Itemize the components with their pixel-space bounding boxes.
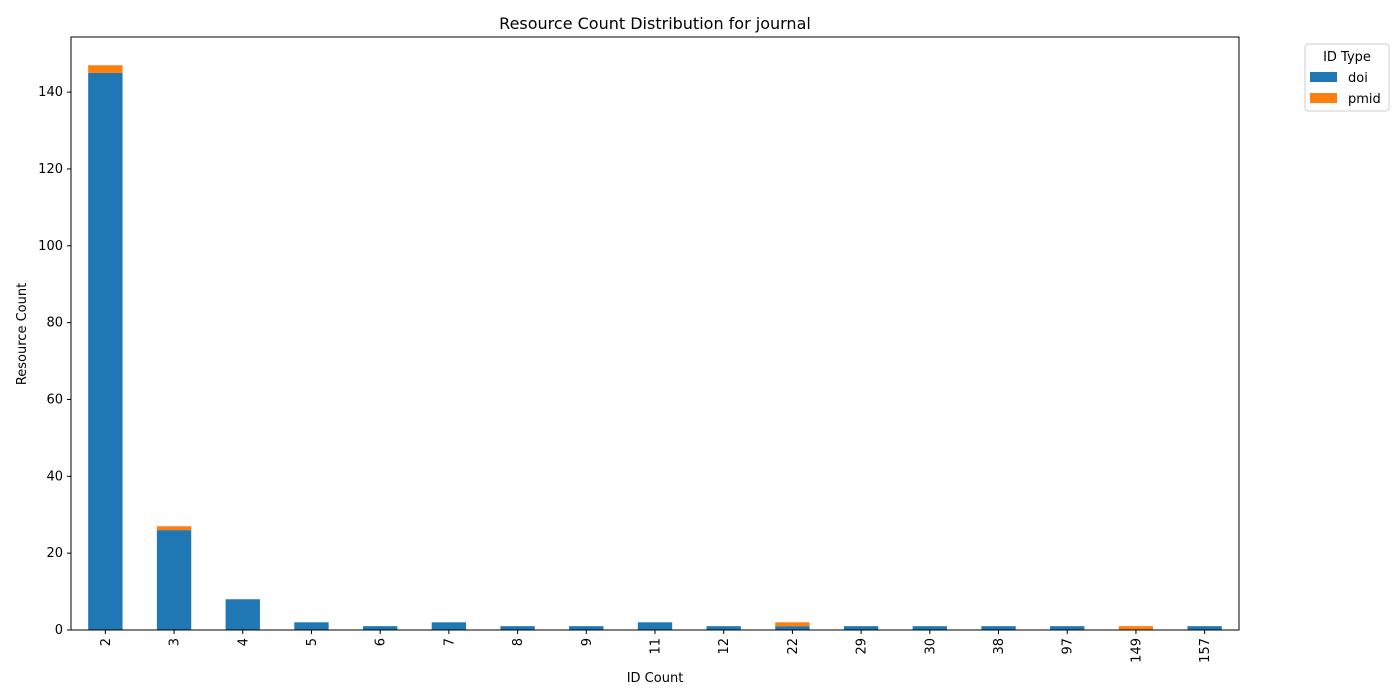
bar-doi-38 [981, 626, 1016, 630]
x-tick-label: 3 [168, 638, 183, 646]
x-tick-label: 5 [305, 638, 320, 646]
x-tick-label: 29 [855, 638, 870, 655]
legend-label-pmid: pmid [1348, 92, 1381, 107]
bar-doi-11 [637, 622, 673, 630]
legend-swatch-doi [1310, 72, 1337, 82]
plot-frame [70, 36, 1240, 631]
x-tick-label: 157 [1198, 638, 1213, 663]
bar-doi-30 [912, 626, 947, 630]
bar-pmid-2 [88, 65, 123, 73]
bar-doi-7 [431, 622, 467, 630]
y-tick-label: 60 [46, 392, 63, 407]
x-tick-label: 2 [99, 638, 114, 646]
y-tick-label: 140 [38, 85, 63, 100]
bar-doi-22 [775, 626, 810, 630]
legend-title: ID Type [1323, 50, 1371, 65]
y-axis: 0 20 40 60 80 100 120 140 [38, 85, 71, 638]
bar-doi-3 [156, 530, 192, 630]
y-tick-label: 20 [46, 546, 63, 561]
x-tick-label: 7 [442, 638, 457, 646]
y-tick-label: 80 [46, 316, 63, 331]
legend-swatch-pmid [1310, 93, 1337, 103]
bar-pmid-22 [775, 622, 810, 627]
x-tick-label: 9 [580, 638, 595, 646]
x-tick-label: 11 [649, 638, 664, 655]
bar-doi-2 [88, 72, 123, 630]
bar-pmid-3 [156, 526, 192, 531]
bar-doi-157 [1187, 626, 1222, 630]
x-tick-label: 22 [786, 638, 801, 655]
bar-doi-29 [843, 626, 879, 630]
bar-doi-4 [225, 599, 260, 630]
x-tick-label: 38 [992, 638, 1007, 655]
x-tick-label: 12 [717, 638, 732, 655]
x-tick-label: 149 [1129, 638, 1144, 663]
x-tick-label: 8 [511, 638, 526, 646]
bar-doi-8 [500, 626, 535, 630]
plot-area [88, 65, 1222, 630]
x-axis: 2 3 4 5 6 7 8 9 11 12 22 29 30 38 97 149 157 [99, 630, 1213, 663]
x-tick-label: 6 [374, 638, 389, 646]
legend-label-doi: doi [1348, 71, 1368, 86]
bar-doi-5 [294, 622, 329, 630]
bar-pmid-149 [1118, 626, 1154, 630]
x-tick-label: 4 [236, 638, 251, 646]
bar-doi-9 [569, 626, 604, 630]
bar-doi-97 [1050, 626, 1085, 630]
legend: ID Type doi pmid [1304, 43, 1390, 112]
y-tick-label: 0 [55, 623, 63, 638]
x-tick-label: 30 [923, 638, 938, 655]
x-axis-title: ID Count [627, 671, 684, 686]
y-tick-label: 120 [38, 162, 63, 177]
y-tick-label: 100 [38, 239, 63, 254]
y-axis-title: Resource Count [15, 283, 30, 385]
x-tick-label: 97 [1061, 638, 1076, 655]
chart-title: Resource Count Distribution for journal [499, 14, 811, 33]
y-tick-label: 40 [46, 469, 63, 484]
bar-doi-12 [706, 626, 741, 630]
bar-doi-6 [363, 626, 398, 630]
